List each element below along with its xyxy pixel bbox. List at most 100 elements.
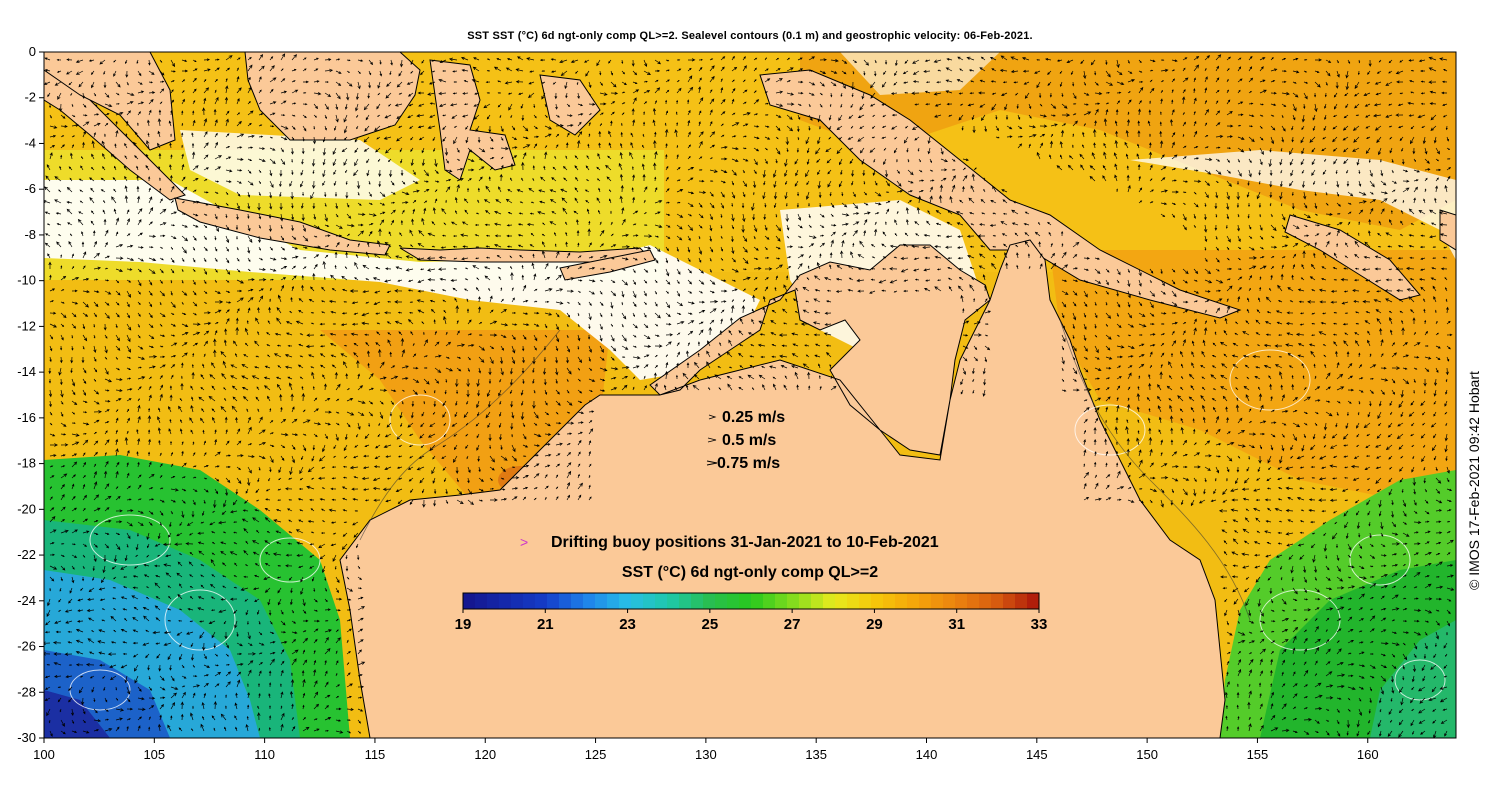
colorbar-cell xyxy=(871,593,884,609)
colorbar-cell xyxy=(775,593,788,609)
x-tick-label: 150 xyxy=(1136,747,1158,762)
colorbar-cell xyxy=(979,593,992,609)
land xyxy=(44,52,1456,738)
colorbar-cell xyxy=(571,593,584,609)
colorbar-cell xyxy=(595,593,608,609)
land-timor xyxy=(559,249,656,281)
velocity-legend: 0.25 m/s 0.5 m/s 0.75 m/s xyxy=(706,409,785,472)
velocity-arrow-field xyxy=(44,53,1455,738)
y-tick-label: -2 xyxy=(24,90,36,105)
y-tick-label: -16 xyxy=(17,410,36,425)
colorbar: SST (°C) 6d ngt-only comp QL>=2 19 21 23 25… xyxy=(455,564,1048,633)
y-tick-label: -30 xyxy=(17,730,36,745)
land-maluku xyxy=(539,74,601,136)
colorbar-tick-label: 21 xyxy=(537,616,554,633)
colorbar-cell xyxy=(907,593,920,609)
colorbar-cell xyxy=(727,593,740,609)
colorbar-cell xyxy=(763,593,776,609)
colorbar-tick-label: 19 xyxy=(455,616,472,633)
velocity-legend-arrow xyxy=(706,460,718,466)
colorbar-cell xyxy=(751,593,764,609)
x-tick-label: 100 xyxy=(33,747,55,762)
colorbar-cell xyxy=(475,593,488,609)
y-tick-label: -10 xyxy=(17,273,36,288)
colorbar-cell xyxy=(895,593,908,609)
colorbar-frame xyxy=(462,592,1040,610)
sealevel-contours xyxy=(69,349,1446,711)
land-australia xyxy=(339,239,1226,738)
x-tick-label: 115 xyxy=(365,747,386,762)
colorbar-cell xyxy=(859,593,872,609)
y-tick-label: -28 xyxy=(17,684,36,699)
velocity-legend-arrow xyxy=(707,437,717,443)
colorbar-cell xyxy=(715,593,728,609)
velocity-arrows xyxy=(44,53,1455,738)
colorbar-cell xyxy=(499,593,512,609)
colorbar-tick-label: 27 xyxy=(784,616,801,633)
buoy-legend-label: Drifting buoy positions 31-Jan-2021 to 1… xyxy=(551,534,939,551)
y-tick-label: -12 xyxy=(17,318,36,333)
colorbar-cell xyxy=(607,593,620,609)
colorbar-cell xyxy=(1015,593,1028,609)
land-solomons xyxy=(1439,209,1456,251)
colorbar-tick-label: 25 xyxy=(702,616,719,633)
land-malay-peninsula xyxy=(44,52,176,151)
colorbar-cell xyxy=(559,593,572,609)
axes: 100 105 110 115 120 125 130 135 140 145 150 155 160 0… xyxy=(17,44,1378,762)
sealevel-contours-dark xyxy=(359,319,1251,621)
colorbar-cell xyxy=(1027,593,1040,609)
colorbar-cell xyxy=(655,593,668,609)
x-tick-label: 105 xyxy=(143,747,165,762)
colorbar-cell xyxy=(943,593,956,609)
colorbar-tick-label: 23 xyxy=(619,616,636,633)
x-tick-label: 110 xyxy=(254,747,275,762)
colorbar-cell xyxy=(967,593,980,609)
colorbar-gradient xyxy=(463,593,1040,609)
y-tick-label: -6 xyxy=(24,181,36,196)
credit-text: © IMOS 17-Feb-2021 09:42 Hobart xyxy=(1466,371,1482,590)
x-tick-label: 145 xyxy=(1026,747,1048,762)
colorbar-title: SST (°C) 6d ngt-only comp QL>=2 xyxy=(622,564,878,581)
y-tick-label: -24 xyxy=(17,593,36,608)
colorbar-cell xyxy=(799,593,812,609)
colorbar-cell xyxy=(691,593,704,609)
colorbar-cell xyxy=(547,593,560,609)
land-sulawesi xyxy=(429,59,516,181)
colorbar-cell xyxy=(847,593,860,609)
x-tick-label: 120 xyxy=(474,747,496,762)
colorbar-cell xyxy=(619,593,632,609)
colorbar-cell xyxy=(811,593,824,609)
colorbar-cell xyxy=(823,593,836,609)
buoy-legend: > Drifting buoy positions 31-Jan-2021 to… xyxy=(520,534,939,551)
colorbar-tick-label: 31 xyxy=(948,616,965,633)
colorbar-cell xyxy=(1003,593,1016,609)
colorbar-cell xyxy=(919,593,932,609)
colorbar-cell xyxy=(487,593,500,609)
colorbar-ticks: 19 21 23 25 27 29 31 33 xyxy=(455,609,1048,633)
y-tick-label: 0 xyxy=(29,44,36,59)
colorbar-cell xyxy=(835,593,848,609)
x-tick-label: 135 xyxy=(805,747,827,762)
buoy-symbol: > xyxy=(520,534,528,550)
map-title: SST SST (°C) 6d ngt-only comp QL>=2. Sea… xyxy=(467,30,1033,42)
y-tick-label: -26 xyxy=(17,639,36,654)
x-tick-label: 125 xyxy=(585,747,607,762)
y-tick-label: -4 xyxy=(24,135,36,150)
colorbar-tick-label: 33 xyxy=(1031,616,1048,633)
velocity-legend-arrow xyxy=(708,414,717,420)
map-frame xyxy=(43,51,1457,739)
colorbar-cell xyxy=(679,593,692,609)
colorbar-cell xyxy=(535,593,548,609)
colorbar-cell xyxy=(739,593,752,609)
colorbar-cell xyxy=(511,593,524,609)
land-borneo xyxy=(244,52,421,141)
velocity-legend-label: 0.5 m/s xyxy=(722,432,776,449)
y-tick-label: -14 xyxy=(17,364,36,379)
colorbar-cell xyxy=(787,593,800,609)
colorbar-cell xyxy=(667,593,680,609)
velocity-legend-label: 0.75 m/s xyxy=(717,455,780,472)
colorbar-cell xyxy=(523,593,536,609)
land-java xyxy=(174,197,391,256)
colorbar-cell xyxy=(631,593,644,609)
